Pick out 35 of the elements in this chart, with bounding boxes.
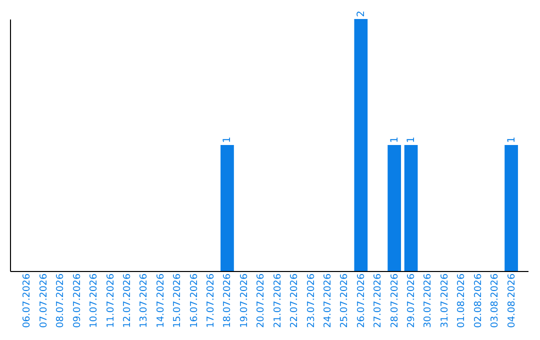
x-tick-label: 02.08.2026 — [472, 274, 484, 328]
x-tick-label: 29.07.2026 — [406, 274, 418, 328]
x-tick-label: 11.07.2026 — [105, 274, 116, 328]
x-tick-label: 28.07.2026 — [389, 274, 400, 328]
x-tick-label: 26.07.2026 — [356, 274, 367, 328]
x-tick-label: 14.07.2026 — [155, 274, 166, 328]
x-tick-label: 18.07.2026 — [222, 274, 234, 328]
data-label: 1 — [222, 136, 234, 143]
x-tick-label: 03.08.2026 — [490, 274, 501, 328]
x-tick-label: 08.07.2026 — [55, 274, 66, 328]
data-label: 2 — [356, 10, 367, 17]
x-tick-label: 24.07.2026 — [322, 274, 334, 328]
x-tick-label: 30.07.2026 — [422, 274, 434, 328]
x-tick-label: 10.07.2026 — [88, 274, 100, 328]
x-tick-label: 09.07.2026 — [72, 274, 83, 328]
x-tick-label: 25.07.2026 — [339, 274, 350, 328]
x-tick-label: 21.07.2026 — [272, 274, 284, 328]
x-tick-label: 13.07.2026 — [138, 274, 150, 328]
x-tick-label: 31.07.2026 — [439, 274, 450, 328]
data-label: 1 — [389, 136, 400, 143]
x-tick-label: 06.07.2026 — [22, 274, 33, 328]
x-tick-label: 17.07.2026 — [206, 274, 217, 328]
x-tick-label: 20.07.2026 — [256, 274, 267, 328]
x-tick-label: 23.07.2026 — [306, 274, 317, 328]
x-tick-label: 12.07.2026 — [122, 274, 133, 328]
x-tick-label: 22.07.2026 — [289, 274, 300, 328]
x-tick-label: 16.07.2026 — [188, 274, 200, 328]
x-tick-label: 15.07.2026 — [172, 274, 184, 328]
data-label: 1 — [506, 136, 518, 143]
data-label: 1 — [406, 136, 418, 143]
x-tick-label: 01.08.2026 — [456, 274, 468, 328]
x-tick-label: 04.08.2026 — [506, 274, 518, 328]
x-tick-label: 27.07.2026 — [372, 274, 384, 328]
x-tick-label: 07.07.2026 — [38, 274, 50, 328]
x-tick-label: 19.07.2026 — [238, 274, 250, 328]
